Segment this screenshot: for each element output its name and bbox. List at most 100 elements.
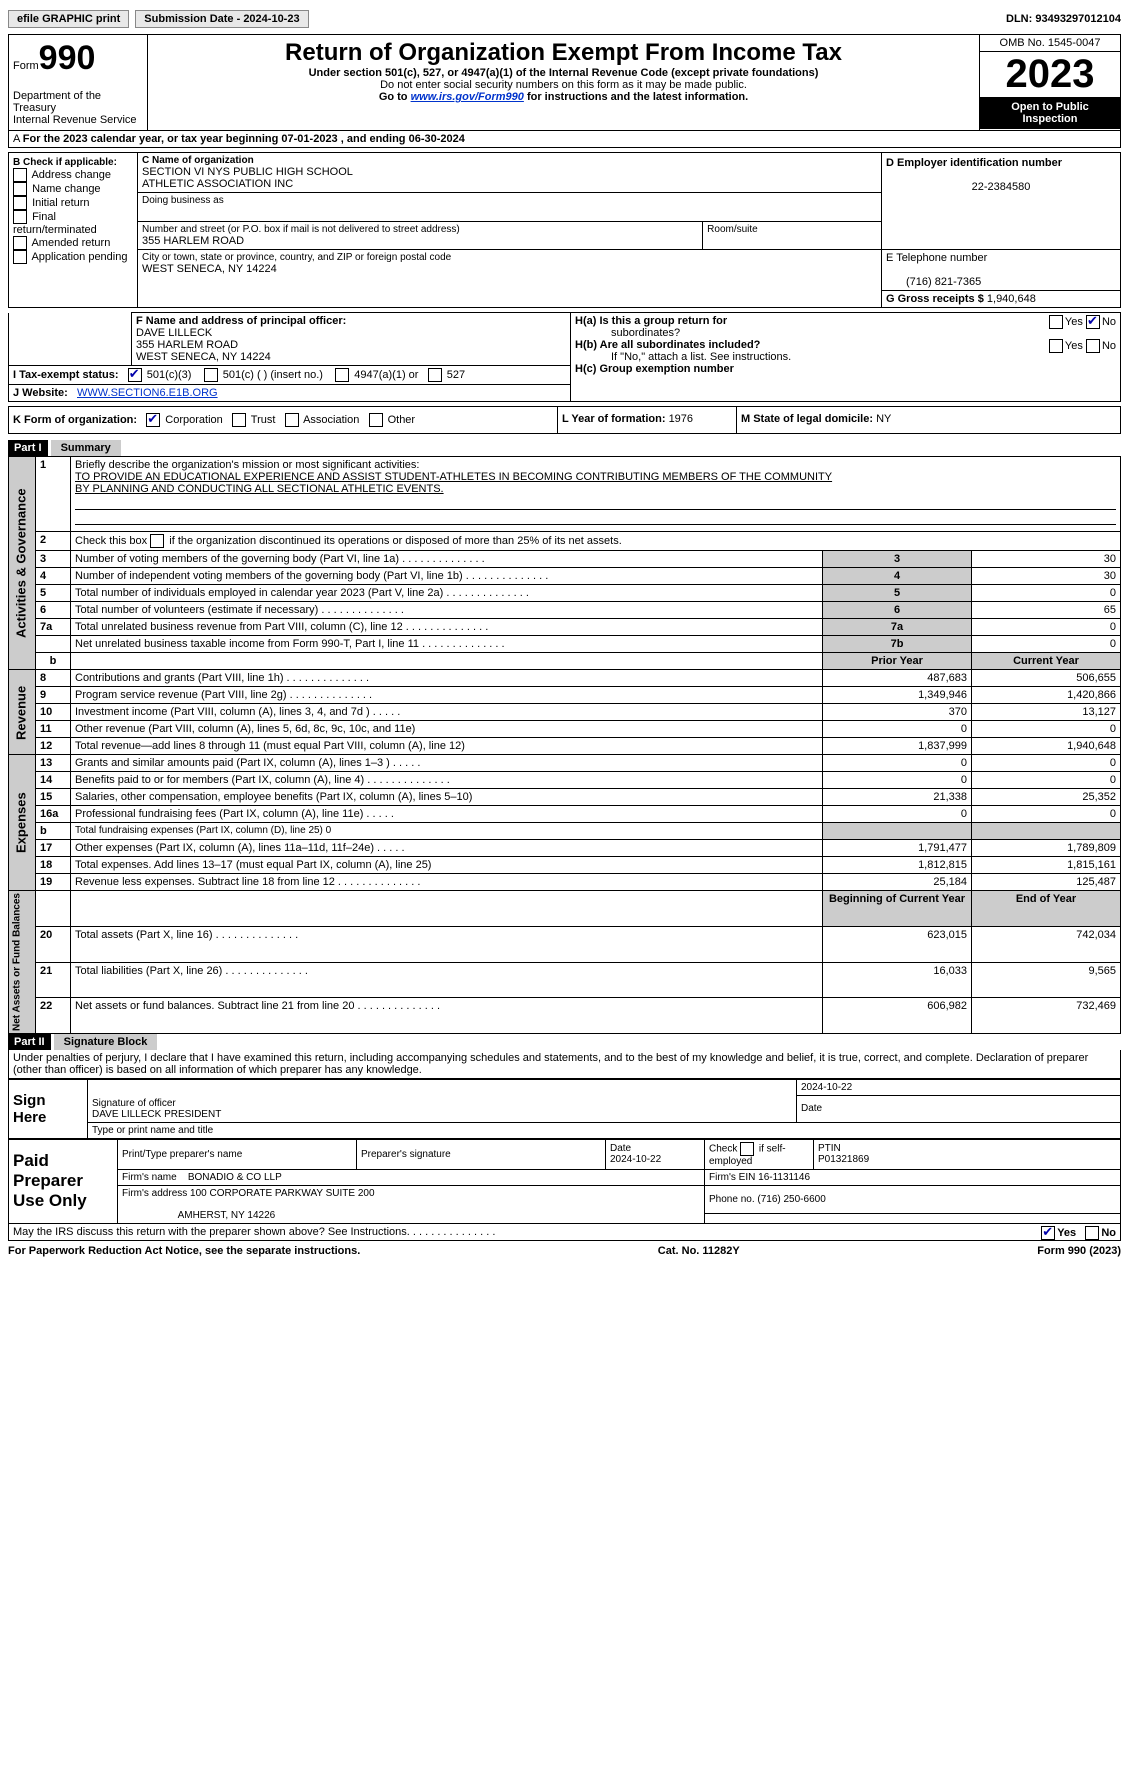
l18-text: Total expenses. Add lines 13–17 (must eq… <box>75 859 431 871</box>
officer-group-block: F Name and address of principal officer:… <box>8 312 1121 402</box>
501c-checkbox[interactable] <box>204 368 218 382</box>
ein-value: 22-2384580 <box>886 181 1116 193</box>
efile-print-button[interactable]: efile GRAPHIC print <box>8 10 129 28</box>
l14-current: 0 <box>972 772 1121 789</box>
hb-note: If "No," attach a list. See instructions… <box>575 351 791 363</box>
assoc-label: Association <box>303 414 359 426</box>
footer-mid: Cat. No. 11282Y <box>658 1245 740 1257</box>
l2-text: if the organization discontinued its ope… <box>169 535 622 547</box>
name-change-checkbox[interactable] <box>13 182 27 196</box>
l15-current: 25,352 <box>972 789 1121 806</box>
self-employed-checkbox[interactable] <box>740 1142 754 1156</box>
hc-label: H(c) Group exemption number <box>575 363 734 375</box>
corp-checkbox[interactable] <box>146 413 160 427</box>
form-label: Form <box>13 60 39 72</box>
period-mid: , and ending <box>341 133 409 145</box>
527-checkbox[interactable] <box>428 368 442 382</box>
address-change-checkbox[interactable] <box>13 168 27 182</box>
l5-value: 0 <box>972 585 1121 602</box>
l5-text: Total number of individuals employed in … <box>75 587 529 599</box>
l7b-text: Net unrelated business taxable income fr… <box>75 638 505 650</box>
l15-text: Salaries, other compensation, employee b… <box>75 791 472 803</box>
yes-label: Yes <box>1065 316 1083 328</box>
begin-year-hdr: Beginning of Current Year <box>823 891 972 927</box>
submission-date-button[interactable]: Submission Date - 2024-10-23 <box>135 10 308 28</box>
l10-text: Investment income (Part VIII, column (A)… <box>75 706 400 718</box>
officer-name-title: DAVE LILLECK PRESIDENT <box>92 1109 221 1120</box>
l7a-text: Total unrelated business revenue from Pa… <box>75 621 488 633</box>
l7b-value: 0 <box>972 636 1121 653</box>
firm-ein: 16-1131146 <box>758 1172 810 1183</box>
other-checkbox[interactable] <box>369 413 383 427</box>
box-m-label: M State of legal domicile: <box>741 413 876 425</box>
l19-current: 125,487 <box>972 874 1121 891</box>
street-label: Number and street (or P.O. box if mail i… <box>142 224 698 235</box>
l6-text: Total number of volunteers (estimate if … <box>75 604 404 616</box>
l1-mission-2: BY PLANNING AND CONDUCTING ALL SECTIONAL… <box>75 483 444 495</box>
org-name-2: ATHLETIC ASSOCIATION INC <box>142 178 877 190</box>
period-start: 07-01-2023 <box>281 133 337 145</box>
part2-title: Signature Block <box>54 1034 158 1050</box>
footer-left: For Paperwork Reduction Act Notice, see … <box>8 1245 360 1257</box>
initial-return-checkbox[interactable] <box>13 196 27 210</box>
website-link[interactable]: WWW.SECTION6.E1B.ORG <box>77 387 218 399</box>
firm-phone-label: Phone no. <box>709 1194 757 1205</box>
hb-no-checkbox[interactable] <box>1086 339 1100 353</box>
app-pending-checkbox[interactable] <box>13 250 27 264</box>
assoc-checkbox[interactable] <box>285 413 299 427</box>
form-note1: Do not enter social security numbers on … <box>152 79 975 91</box>
period-end: 06-30-2024 <box>409 133 465 145</box>
l13-prior: 0 <box>823 755 972 772</box>
l11-text: Other revenue (Part VIII, column (A), li… <box>75 723 415 735</box>
name-change-label: Name change <box>32 183 101 195</box>
l20-current: 742,034 <box>972 926 1121 962</box>
firm-addr-label: Firm's address <box>122 1188 190 1199</box>
tax-year: 2023 <box>980 52 1120 97</box>
corp-label: Corporation <box>165 414 222 426</box>
amended-return-label: Amended return <box>31 237 110 249</box>
ha-yes-checkbox[interactable] <box>1049 315 1063 329</box>
l1-mission-1: TO PROVIDE AN EDUCATIONAL EXPERIENCE AND… <box>75 471 832 483</box>
part1-header: Part I <box>8 440 48 456</box>
l14-text: Benefits paid to or for members (Part IX… <box>75 774 450 786</box>
dba-label: Doing business as <box>142 195 877 206</box>
l18-current: 1,815,161 <box>972 857 1121 874</box>
l9-text: Program service revenue (Part VIII, line… <box>75 689 372 701</box>
date-label: Date <box>797 1096 1121 1123</box>
may-irs-text: May the IRS discuss this return with the… <box>13 1226 495 1238</box>
ha-no-checkbox[interactable] <box>1086 315 1100 329</box>
trust-label: Trust <box>251 414 276 426</box>
hb-yes-checkbox[interactable] <box>1049 339 1063 353</box>
l21-prior: 16,033 <box>823 962 972 998</box>
sig-officer-label: Signature of officer <box>92 1098 176 1109</box>
l3-text: Number of voting members of the governin… <box>75 553 485 565</box>
amended-return-checkbox[interactable] <box>13 236 27 250</box>
l19-text: Revenue less expenses. Subtract line 18 … <box>75 876 420 888</box>
l16a-current: 0 <box>972 806 1121 823</box>
l11-current: 0 <box>972 721 1121 738</box>
l2-checkbox[interactable] <box>150 534 164 548</box>
l7a-value: 0 <box>972 619 1121 636</box>
501c3-checkbox[interactable] <box>128 368 142 382</box>
box-b-heading: B Check if applicable: <box>13 157 133 168</box>
4947-checkbox[interactable] <box>335 368 349 382</box>
gross-value: 1,940,648 <box>987 293 1036 305</box>
officer-addr1: 355 HARLEM ROAD <box>136 339 238 351</box>
irs-yes-checkbox[interactable] <box>1041 1226 1055 1240</box>
l21-text: Total liabilities (Part X, line 26) <box>75 965 308 977</box>
dln-text: DLN: 93493297012104 <box>1006 13 1121 25</box>
l3-value: 30 <box>972 551 1121 568</box>
irs-link[interactable]: www.irs.gov/Form990 <box>411 91 524 103</box>
final-return-checkbox[interactable] <box>13 210 27 224</box>
room-label: Room/suite <box>707 224 877 235</box>
box-j-label: J Website: <box>13 387 71 399</box>
trust-checkbox[interactable] <box>232 413 246 427</box>
l10-prior: 370 <box>823 704 972 721</box>
vert-expenses: Expenses <box>9 755 36 891</box>
box-l-value: 1976 <box>669 413 693 425</box>
irs-no-checkbox[interactable] <box>1085 1226 1099 1240</box>
box-f-label: F Name and address of principal officer: <box>136 315 346 327</box>
prep-date: 2024-10-22 <box>610 1154 661 1165</box>
end-year-hdr: End of Year <box>972 891 1121 927</box>
part2-header: Part II <box>8 1034 51 1050</box>
